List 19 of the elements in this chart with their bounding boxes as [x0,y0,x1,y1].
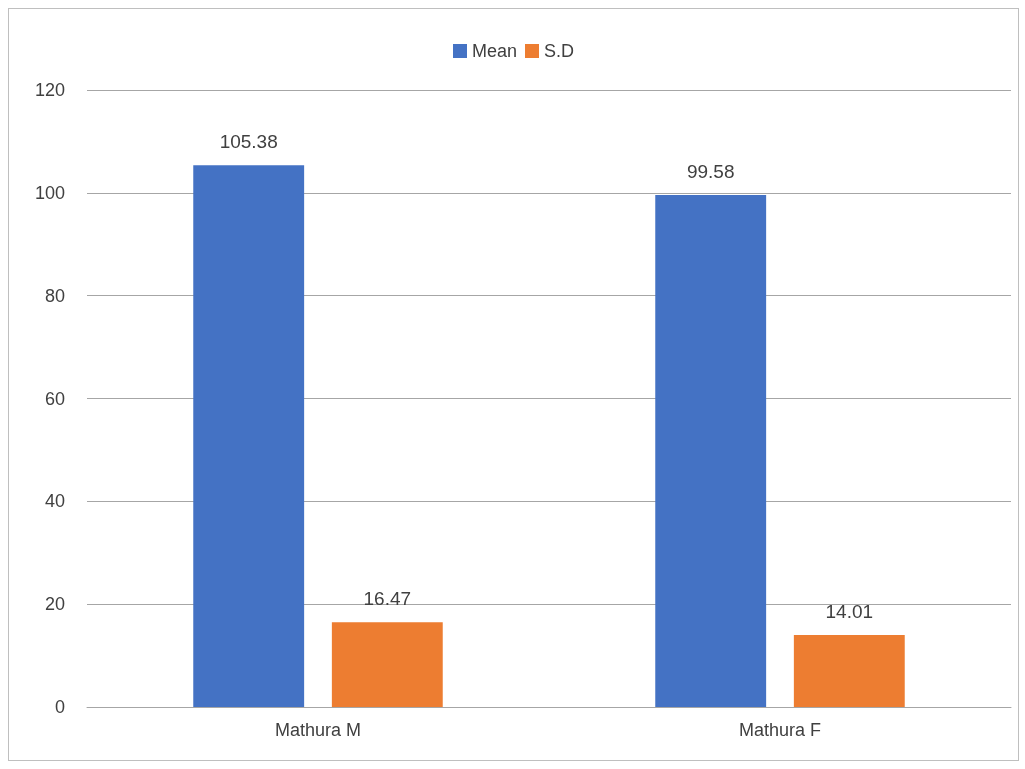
data-label: 14.01 [825,600,874,622]
data-label: 16.47 [363,588,412,610]
y-tick-label: 0 [54,697,65,717]
data-label: 105.38 [219,131,278,153]
bar [331,622,443,707]
y-tick-label: 60 [44,388,65,409]
y-tick-label: 40 [44,491,65,512]
bar [655,194,767,707]
bar [193,165,305,707]
y-tick-label: 20 [44,594,65,615]
x-tick-label: Mathura M [274,720,362,740]
legend-label: Mean [471,41,518,61]
data-label: 99.58 [686,160,735,182]
y-tick-label: 120 [34,80,65,100]
bar [793,634,905,707]
x-tick-label: Mathura F [738,720,822,740]
legend-label: S.D [544,41,575,61]
y-tick-label: 80 [44,285,65,306]
y-tick-label: 100 [34,182,65,203]
